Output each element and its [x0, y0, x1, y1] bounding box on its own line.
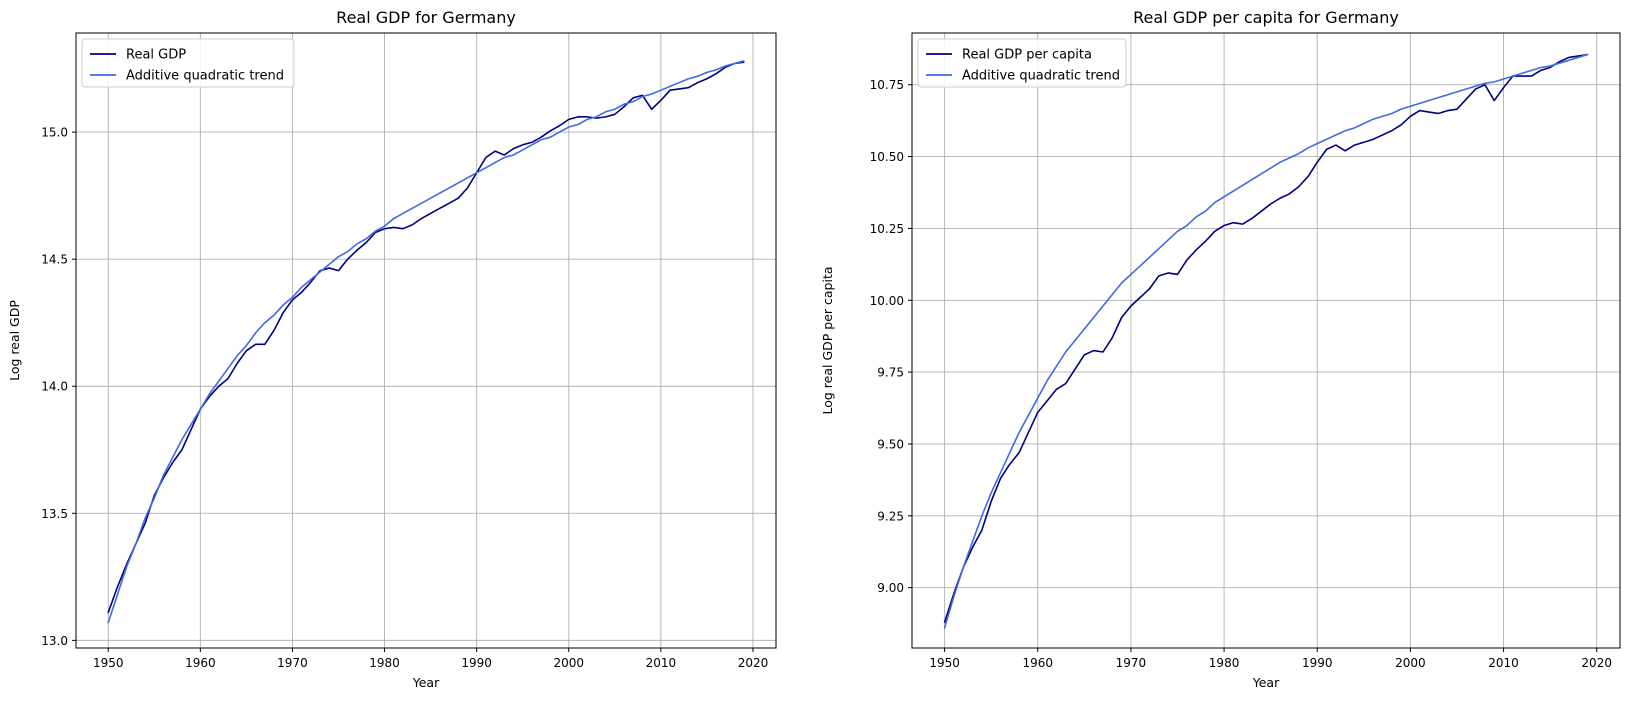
right-y-axis-label: Log real GDP per capita [820, 266, 835, 414]
right-x-tick-label-2: 1970 [1116, 656, 1147, 670]
left-chart-title: Real GDP for Germany [336, 8, 516, 27]
right-x-tick-label-0: 1950 [929, 656, 960, 670]
right-chart: 1950 1960 1970 1980 1990 2000 2010 2020 9.00 9.25… [820, 8, 1621, 690]
left-x-tick-label-0: 1950 [93, 656, 124, 670]
right-y-tick-label-1: 9.25 [877, 509, 904, 523]
left-y-tick-label-4: 15.0 [41, 126, 68, 140]
right-y-tick-label-3: 9.75 [877, 366, 904, 380]
left-legend-box [81, 38, 295, 88]
right-legend: Real GDP per capita Additive quadratic tr… [917, 38, 1127, 88]
left-y-tick-label-1: 13.5 [41, 507, 68, 521]
right-y-tick-label-0: 9.00 [877, 581, 904, 595]
right-legend-label-0: Real GDP per capita [962, 48, 1092, 63]
right-series-line-0 [943, 53, 1589, 623]
right-x-tick-label-3: 1980 [1209, 656, 1240, 670]
left-x-tick-label-4: 1990 [461, 656, 492, 670]
right-x-tick-label-1: 1960 [1022, 656, 1053, 670]
right-x-tick-label-6: 2010 [1488, 656, 1519, 670]
left-x-tick-label-1: 1960 [185, 656, 216, 670]
right-x-tick-label-4: 1990 [1302, 656, 1333, 670]
left-x-tick-label-7: 2020 [738, 656, 769, 670]
left-x-tick-label-5: 2000 [553, 656, 584, 670]
left-series-line-1 [107, 60, 745, 624]
left-y-tick-label-0: 13.0 [41, 634, 68, 648]
right-y-tick-label-6: 10.50 [870, 150, 904, 164]
left-x-tick-label-3: 1980 [369, 656, 400, 670]
left-x-tick-label-2: 1970 [277, 656, 308, 670]
right-y-tick-label-5: 10.25 [870, 222, 904, 236]
right-legend-box [917, 38, 1127, 88]
right-y-tick-label-2: 9.50 [877, 437, 904, 451]
left-y-tick-label-3: 14.5 [41, 253, 68, 267]
right-x-axis-label: Year [1252, 675, 1280, 690]
left-grid [76, 33, 776, 648]
left-x-tick-label-6: 2010 [646, 656, 677, 670]
right-series-line-1 [943, 53, 1589, 629]
left-legend: Real GDP Additive quadratic trend [81, 38, 295, 88]
left-legend-label-1: Additive quadratic trend [126, 69, 284, 84]
left-x-axis-label: Year [412, 675, 440, 690]
left-legend-label-0: Real GDP [126, 48, 186, 63]
right-y-tick-label-7: 10.75 [870, 78, 904, 92]
left-series-line-0 [107, 61, 745, 614]
left-y-tick-label-2: 14.0 [41, 380, 68, 394]
left-y-axis-label: Log real GDP [7, 300, 22, 381]
right-x-tick-label-5: 2000 [1395, 656, 1426, 670]
left-plot-area [76, 33, 776, 648]
right-x-tick-label-7: 2020 [1581, 656, 1612, 670]
right-legend-label-1: Additive quadratic trend [962, 69, 1120, 84]
right-axes-frame [911, 32, 1621, 649]
right-y-tick-label-4: 10.00 [870, 294, 904, 308]
right-plot-area [912, 33, 1620, 648]
left-chart: 1950 1960 1970 1980 1990 2000 2010 2020 13.0 13.5… [7, 8, 777, 690]
right-chart-title: Real GDP per capita for Germany [1133, 8, 1399, 27]
left-axes-frame [75, 32, 777, 649]
